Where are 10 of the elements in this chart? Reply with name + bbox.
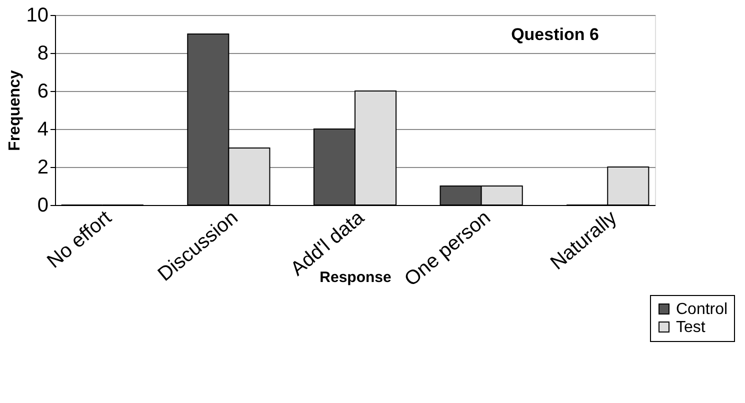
y-tick-label: 6	[37, 80, 48, 102]
y-tick-label: 2	[37, 156, 48, 178]
legend-label: Test	[676, 319, 706, 336]
legend-label: Control	[676, 301, 728, 318]
y-axis-title: Frequency	[6, 70, 24, 151]
text: Question 6	[511, 25, 599, 44]
y-tick-label: 4	[37, 118, 48, 140]
y-tick-label: 10	[26, 4, 48, 26]
y-tick-label: 8	[37, 42, 48, 64]
y-tick-label: 0	[37, 194, 48, 216]
